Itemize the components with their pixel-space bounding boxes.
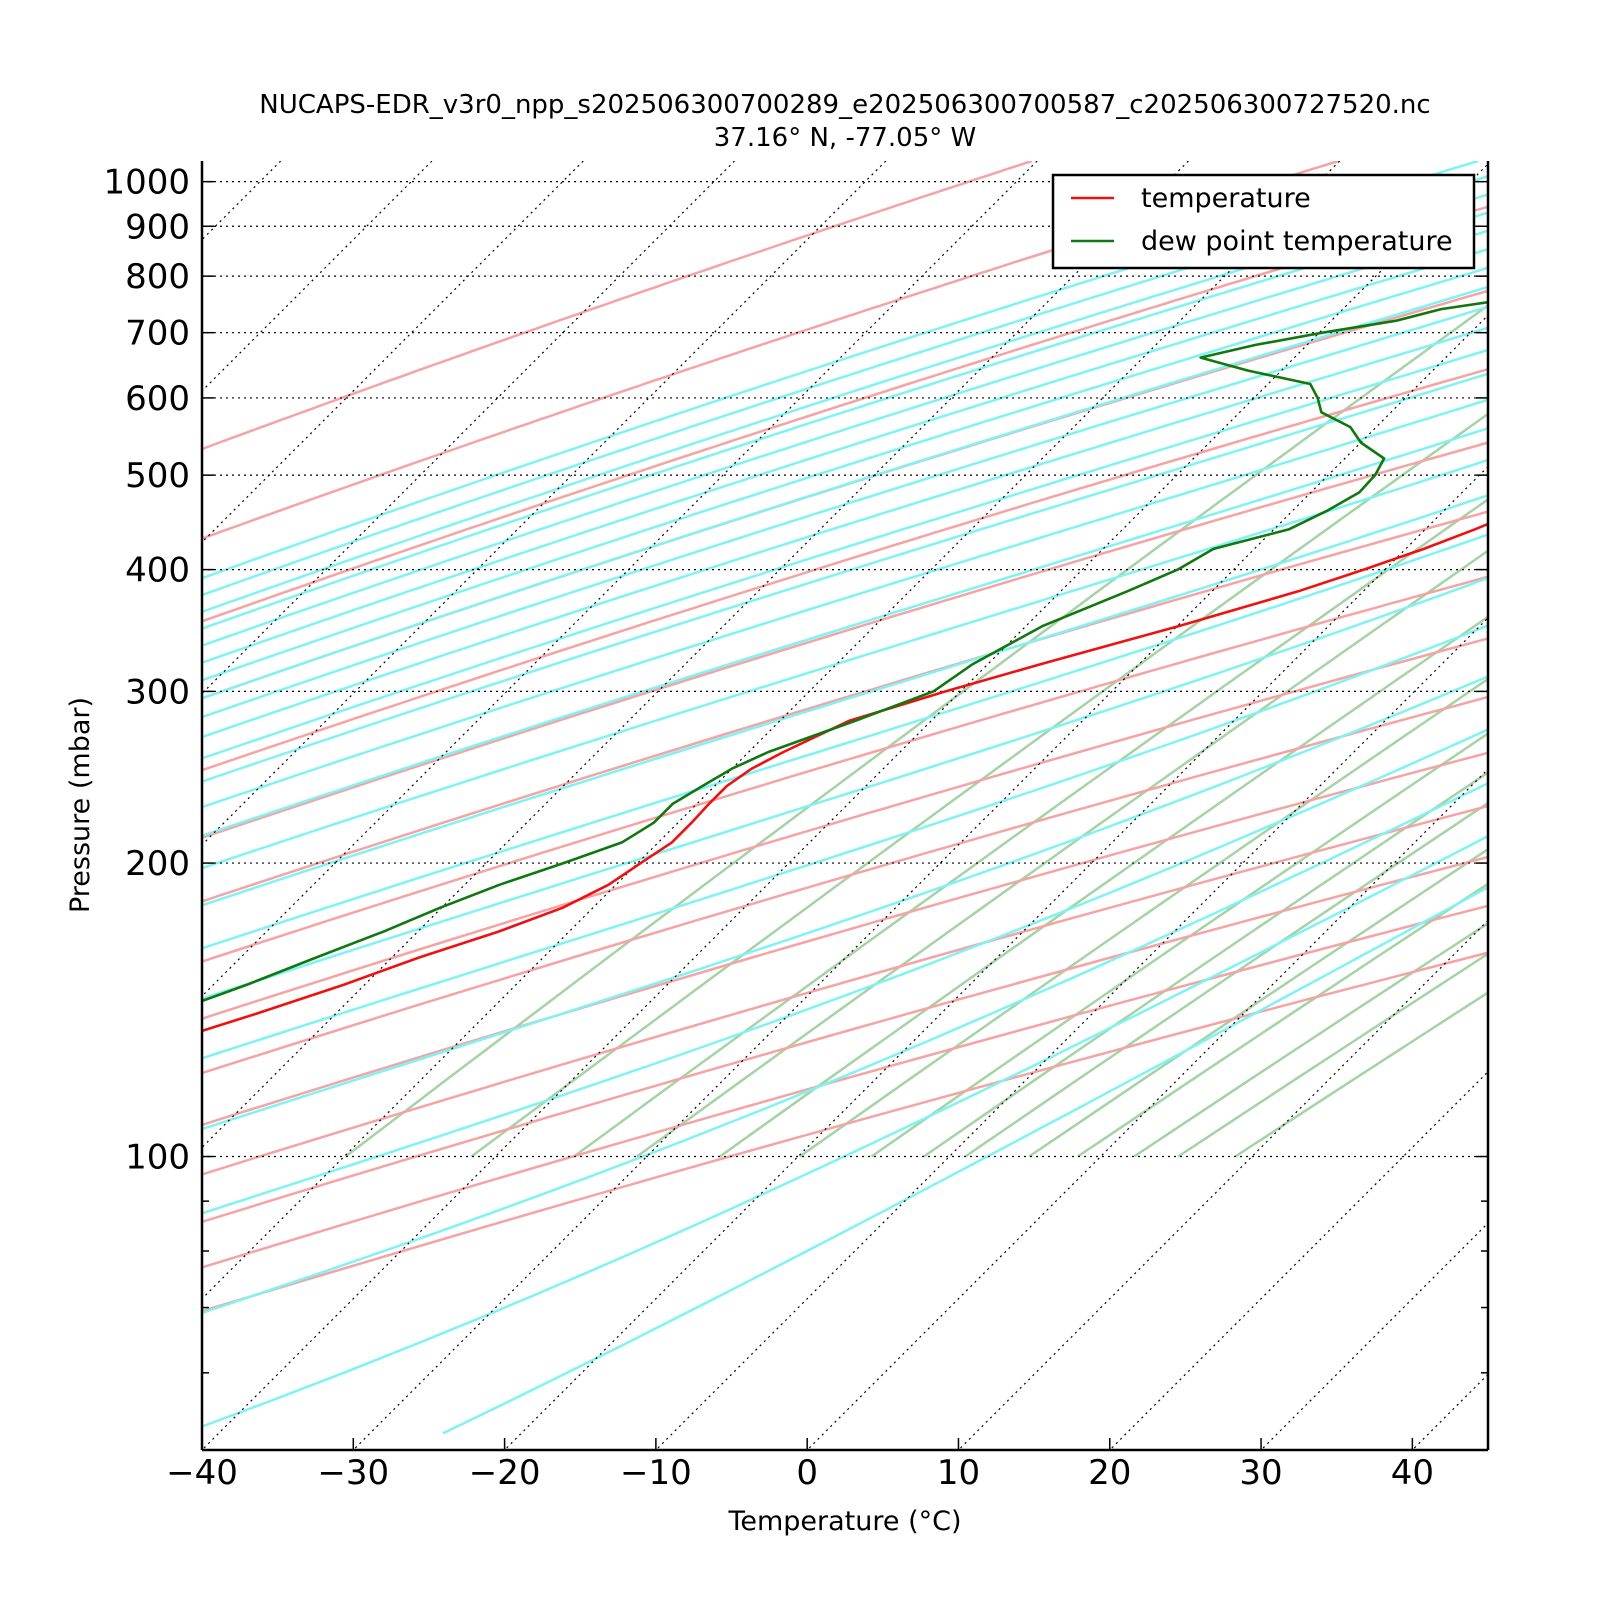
isotherm-gridline <box>958 919 1488 1450</box>
y-tick-label: 400 <box>125 551 190 591</box>
moist-adiabat <box>202 372 1488 783</box>
mixing-ratio-line <box>870 731 1488 1158</box>
dry-adiabat <box>202 161 1033 451</box>
isotherm-gridline <box>504 465 1488 1450</box>
y-tick-label: 700 <box>125 314 190 354</box>
moist-adiabat <box>202 247 1488 665</box>
moist-adiabat <box>202 326 1488 739</box>
isotherm-gridline <box>202 161 1341 1300</box>
dry-adiabat <box>202 510 1488 903</box>
chart-subtitle: 37.16° N, -77.05° W <box>714 123 976 153</box>
mixing-ratio-line <box>573 497 1488 1158</box>
y-tick-label: 300 <box>125 672 190 712</box>
moist-adiabat <box>202 728 1488 1215</box>
x-tick-label: −40 <box>166 1453 238 1493</box>
isotherm-gridline <box>1109 1070 1488 1450</box>
y-tick-label: 500 <box>125 456 190 496</box>
dry-adiabat <box>202 751 1488 1127</box>
dry-adiabat <box>202 804 1488 1176</box>
x-axis-ticks: −40 −30 −20 −10 0 10 20 30 40 <box>166 1438 1434 1493</box>
dry-adiabat <box>202 441 1488 840</box>
isotherm-gridlines <box>202 161 1488 1450</box>
isotherm-gridline <box>1260 1222 1488 1450</box>
legend-label-temperature: temperature <box>1141 183 1311 214</box>
isotherm-gridline <box>202 163 1488 1450</box>
legend-box <box>1051 173 1476 270</box>
y-tick-label: 900 <box>125 207 190 247</box>
mixing-ratio-line <box>470 412 1488 1158</box>
x-tick-label: −30 <box>317 1453 389 1493</box>
moist-adiabat <box>202 624 1488 1060</box>
moist-adiabat <box>202 426 1488 838</box>
dry-adiabat <box>202 367 1488 772</box>
y-tick-label: 600 <box>125 379 190 419</box>
dry-adiabat <box>202 695 1488 1075</box>
x-axis-label: Temperature (°C) <box>727 1506 961 1537</box>
mixing-ratio-line <box>719 615 1488 1158</box>
mixing-ratio-lines <box>344 303 1488 1158</box>
chart-title: NUCAPS-EDR_v3r0_npp_s202506300700289_e20… <box>259 90 1430 120</box>
moist-adiabat <box>202 285 1488 700</box>
x-tick-label: 0 <box>796 1453 818 1493</box>
y-tick-label: 100 <box>125 1138 190 1178</box>
sounding-series <box>202 300 1488 1033</box>
y-tick-label: 1000 <box>103 163 190 203</box>
moist-adiabat <box>202 266 1488 682</box>
temperature-line <box>202 522 1488 1033</box>
dry-adiabat <box>202 637 1488 1021</box>
x-tick-label: 20 <box>1088 1453 1131 1493</box>
y-tick-label: 200 <box>125 844 190 884</box>
moist-adiabat <box>202 576 1488 1001</box>
moist-adiabat <box>202 305 1488 719</box>
moist-adiabat <box>202 493 1488 907</box>
mixing-ratio-line <box>636 549 1488 1158</box>
moist-adiabat <box>202 348 1488 760</box>
x-tick-label: 40 <box>1391 1453 1434 1493</box>
x-tick-label: −10 <box>620 1453 692 1493</box>
x-tick-label: 10 <box>937 1453 980 1493</box>
mixing-ratio-line <box>799 677 1488 1158</box>
dry-adiabat <box>202 575 1488 963</box>
y-axis-label: Pressure (mbar) <box>65 697 96 913</box>
dewpoint-line <box>202 300 1488 1003</box>
isotherm-gridline <box>806 768 1488 1450</box>
moist-adiabat <box>202 781 1488 1315</box>
axes: −40 −30 −20 −10 0 10 20 30 40 100 200 300 400 500 600… <box>103 161 1490 1493</box>
legend-label-dewpoint: dew point temperature <box>1141 226 1453 257</box>
legend: temperature dew point temperature <box>1051 173 1476 270</box>
y-tick-label: 800 <box>125 257 190 297</box>
isotherm-gridline <box>655 617 1488 1450</box>
moist-adiabat <box>202 533 1488 950</box>
moist-adiabat <box>202 458 1488 870</box>
moist-adiabat <box>202 675 1488 1131</box>
x-tick-label: −20 <box>469 1453 541 1493</box>
x-tick-label: 30 <box>1239 1453 1282 1493</box>
dry-adiabats <box>202 161 1488 1313</box>
mixing-ratio-line <box>344 303 1488 1158</box>
isobar-gridlines <box>202 181 1488 1158</box>
isotherm-gridline <box>352 314 1488 1450</box>
